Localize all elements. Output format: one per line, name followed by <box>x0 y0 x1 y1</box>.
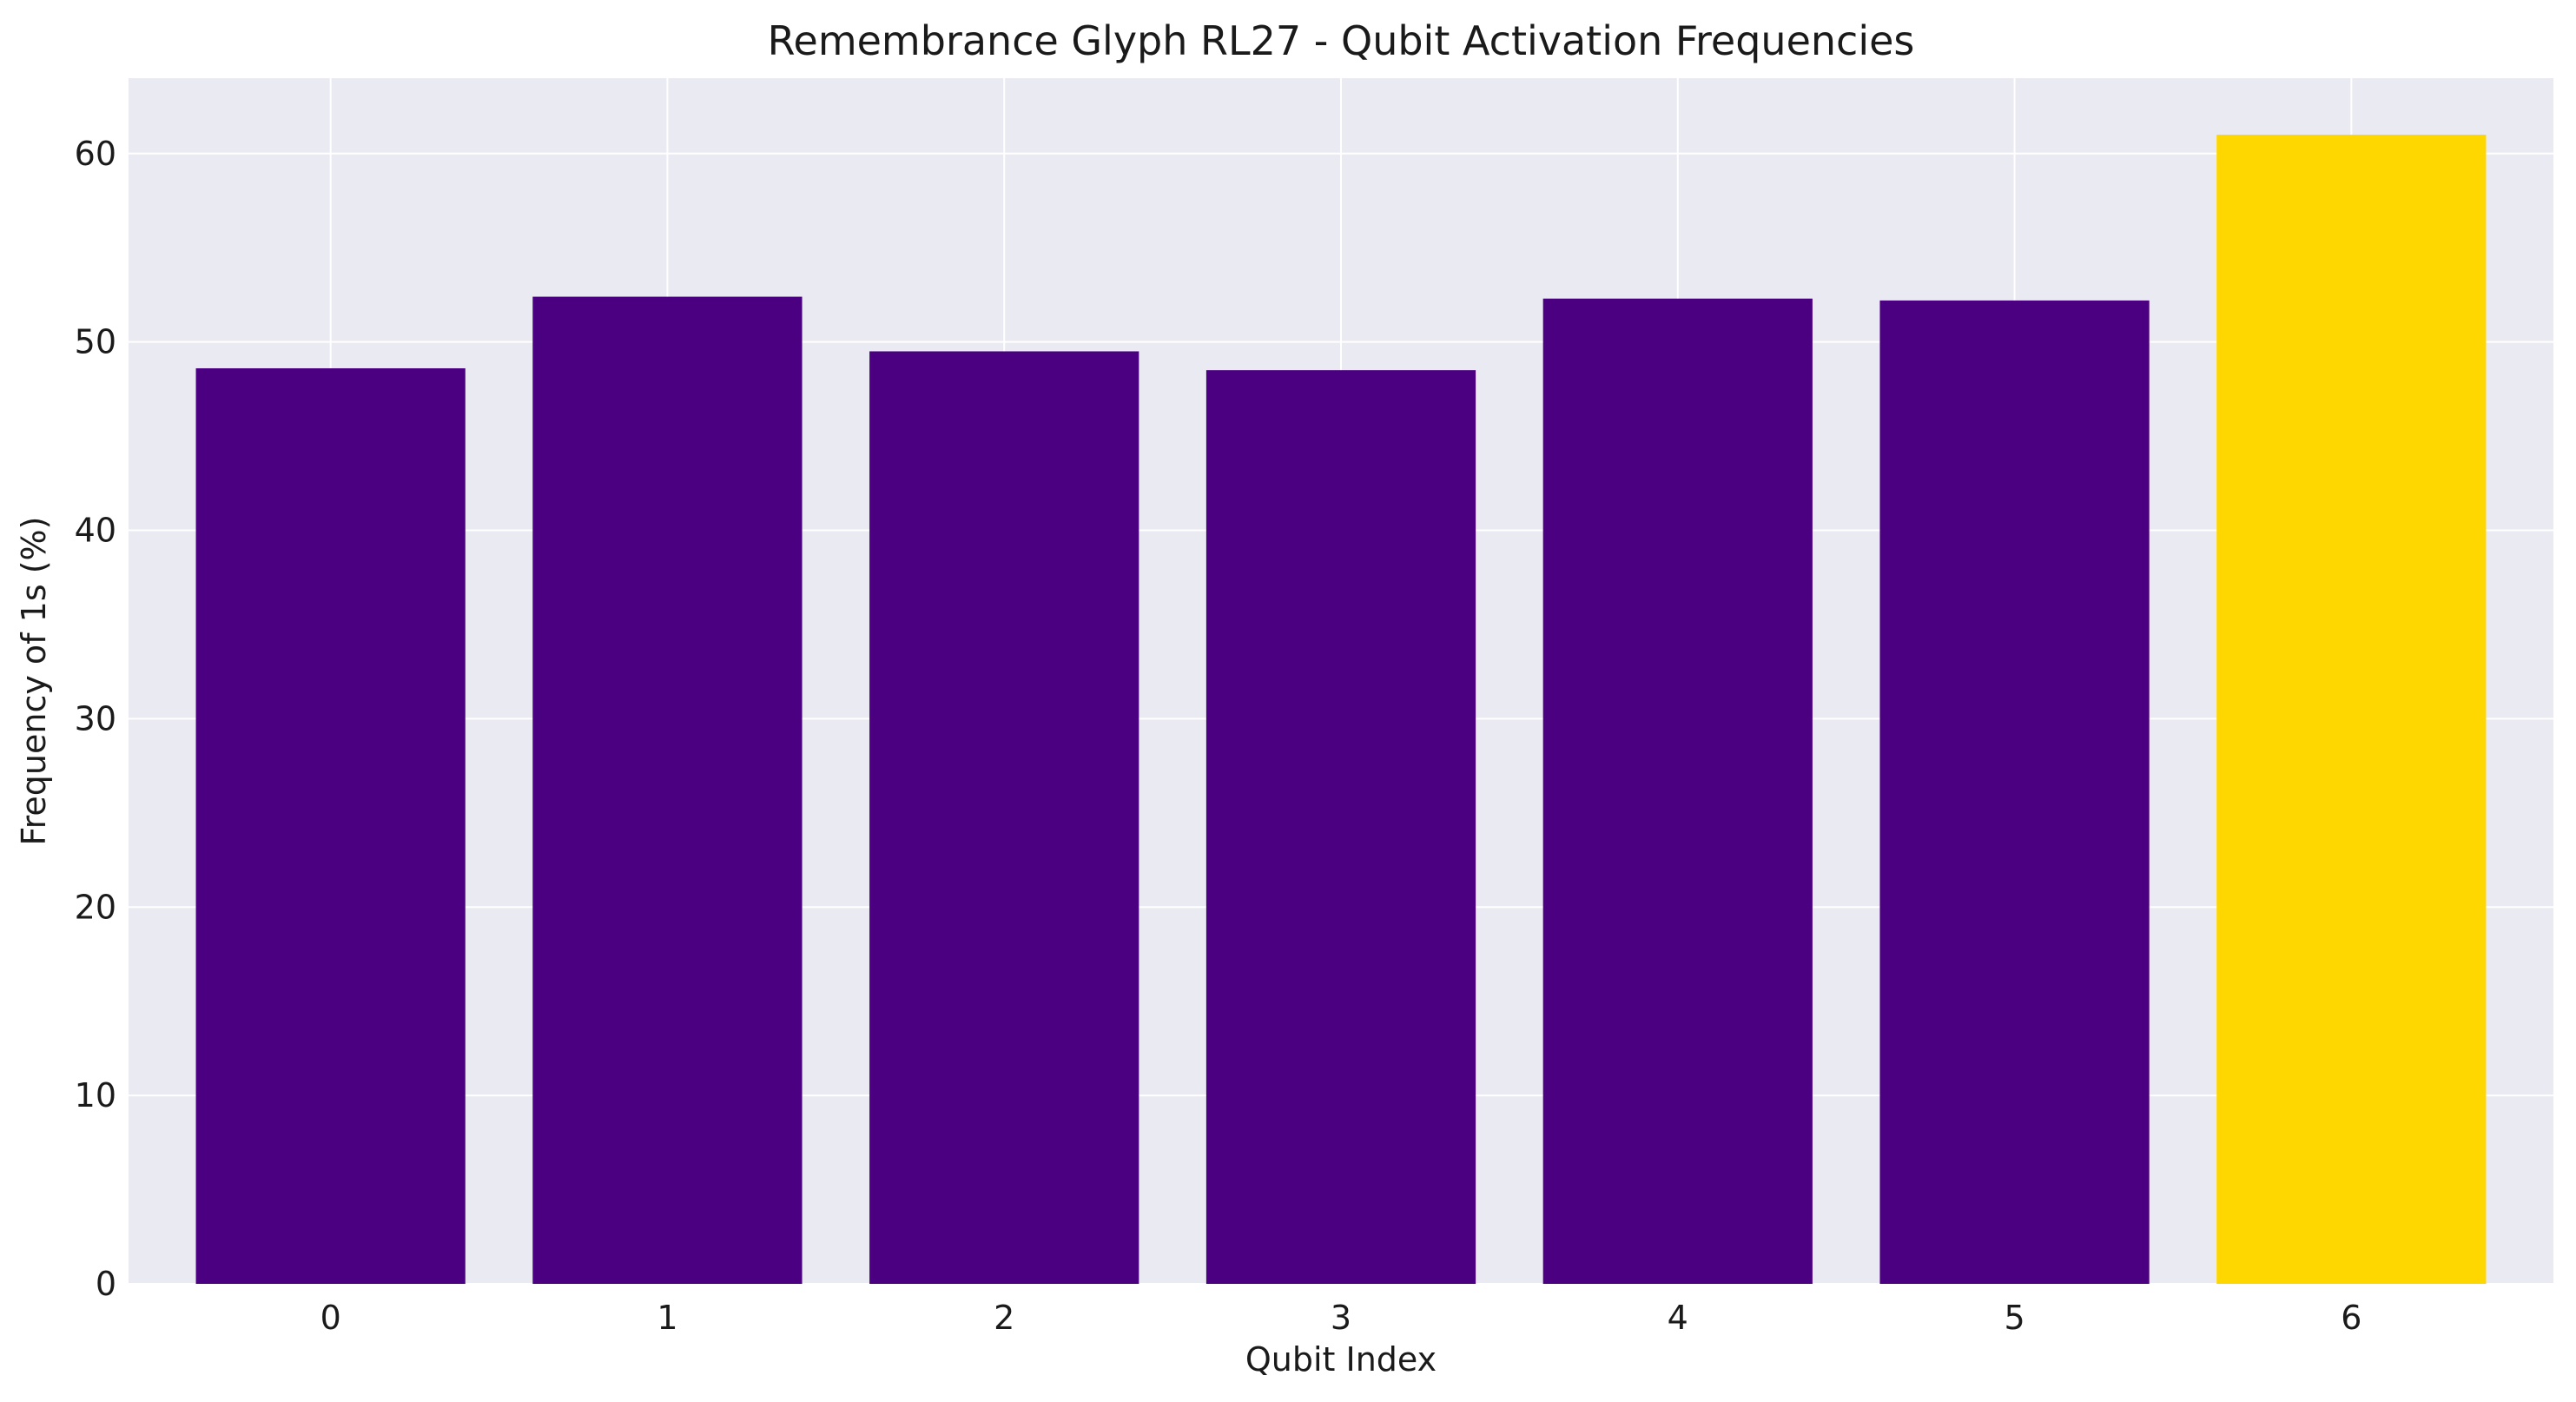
x-tick-label: 1 <box>657 1299 677 1337</box>
bar-qubit-3 <box>1205 370 1476 1284</box>
y-tick-label: 40 <box>75 512 116 550</box>
chart-title: Remembrance Glyph RL27 - Qubit Activatio… <box>768 17 1915 64</box>
bar-qubit-4 <box>1542 298 1813 1284</box>
y-tick-label: 0 <box>96 1265 116 1303</box>
y-tick-label: 30 <box>75 699 116 737</box>
x-axis-ticks: 0 1 2 3 4 5 6 <box>320 1299 2362 1337</box>
x-axis-label: Qubit Index <box>1245 1340 1437 1379</box>
y-tick-label: 20 <box>75 888 116 926</box>
y-axis-ticks: 0 10 20 30 40 50 60 <box>75 135 116 1303</box>
x-tick-label: 5 <box>2004 1299 2024 1337</box>
x-tick-label: 3 <box>1331 1299 1351 1337</box>
bar-qubit-0 <box>195 367 466 1284</box>
bar-qubit-2 <box>869 351 1139 1284</box>
bar-qubit-1 <box>532 296 803 1285</box>
bar-qubit-6 <box>2216 135 2487 1284</box>
x-tick-label: 4 <box>1668 1299 1688 1337</box>
y-axis-label: Frequency of 1s (%) <box>15 517 53 846</box>
y-tick-label: 50 <box>75 323 116 361</box>
x-tick-label: 2 <box>994 1299 1014 1337</box>
y-tick-label: 60 <box>75 135 116 173</box>
bars <box>195 135 2487 1285</box>
x-tick-label: 0 <box>320 1299 341 1337</box>
y-tick-label: 10 <box>75 1076 116 1114</box>
bar-qubit-5 <box>1879 300 2150 1285</box>
x-tick-label: 6 <box>2341 1299 2361 1337</box>
